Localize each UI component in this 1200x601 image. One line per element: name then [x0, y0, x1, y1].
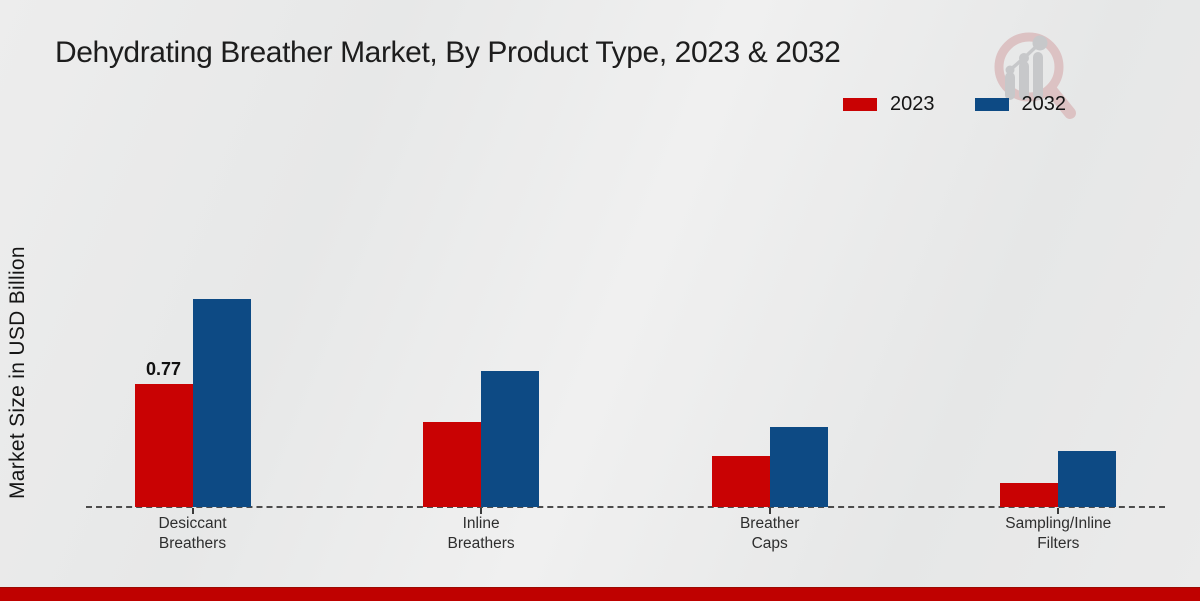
- magnifier-barchart-logo-icon: [994, 32, 1076, 119]
- x-axis-baseline: [86, 506, 1165, 508]
- category-label-inline-breathers: Inline Breathers: [447, 515, 515, 552]
- category-label-desiccant-breathers: Desiccant Breathers: [158, 515, 227, 552]
- bar-2023-sampling-inline-filters: [1000, 483, 1059, 507]
- legend-swatch-2032: [974, 98, 1009, 111]
- category-label-breather-caps: Breather Caps: [739, 515, 800, 552]
- legend-item-2023: 2023: [843, 93, 935, 116]
- bar-2032-sampling-inline-filters: [1058, 451, 1117, 507]
- legend: 2023 2032: [843, 93, 1066, 116]
- bar-value-label: 0.77: [145, 359, 182, 379]
- footer-accent-bar: [0, 587, 1200, 601]
- legend-label-2032: 2032: [1021, 93, 1067, 115]
- bar-2023-breather-caps: [711, 456, 770, 507]
- x-axis-tick: [1057, 508, 1060, 514]
- bar-2023-inline-breathers: [423, 422, 482, 507]
- bar-2023-desiccant-breathers: [134, 384, 193, 507]
- page-title: Dehydrating Breather Market, By Product …: [55, 36, 841, 69]
- x-axis-tick: [768, 508, 771, 514]
- x-axis-tick: [191, 508, 194, 514]
- legend-item-2032: 2032: [974, 93, 1067, 116]
- bar-2032-desiccant-breathers: [192, 299, 251, 507]
- category-label-sampling-inline-filters: Sampling/Inline Filters: [1005, 515, 1112, 552]
- bar-2032-breather-caps: [769, 427, 828, 507]
- legend-label-2023: 2023: [890, 93, 935, 115]
- x-axis-tick: [480, 508, 483, 514]
- legend-swatch-2023: [843, 98, 877, 111]
- bar-2032-inline-breathers: [481, 371, 540, 507]
